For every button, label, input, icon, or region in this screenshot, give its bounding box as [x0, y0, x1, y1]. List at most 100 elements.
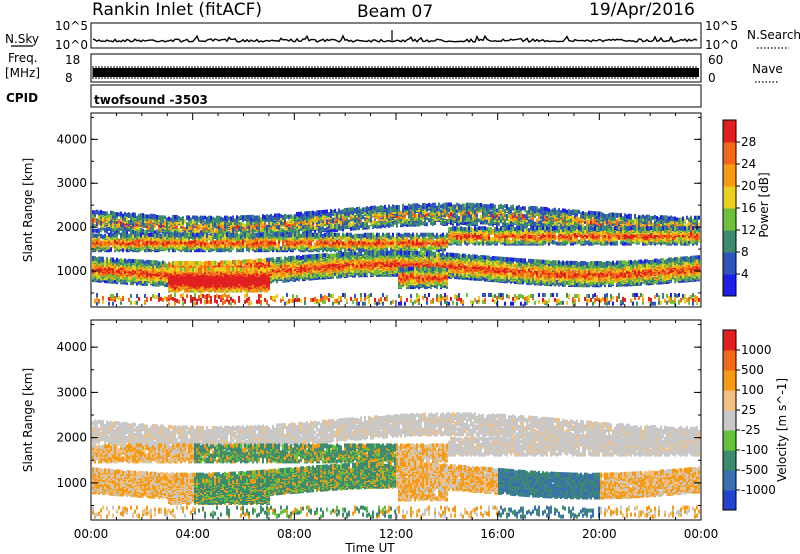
- scatter-cell: [102, 296, 104, 300]
- scatter-cell: [118, 230, 120, 234]
- scatter-cell: [102, 300, 104, 304]
- scatter-cell: [136, 233, 138, 237]
- scatter-cell: [142, 235, 144, 239]
- freq-bottom-tick: 8: [65, 71, 73, 85]
- scatter-cell: [138, 281, 140, 285]
- cpid-label: CPID: [6, 91, 38, 105]
- scatter-cell: [130, 233, 132, 237]
- scatter-cell: [118, 259, 120, 263]
- scatter-cell: [122, 233, 124, 237]
- scatter-cell: [106, 235, 108, 239]
- scatter-cell: [128, 212, 130, 216]
- scatter-cell: [144, 214, 146, 218]
- scatter-cell: [112, 302, 114, 306]
- scatter-cell: [100, 241, 102, 245]
- scatter-cell: [136, 294, 138, 298]
- scatter-cell: [122, 296, 124, 300]
- scatter-cell: [94, 210, 96, 214]
- scatter-cell: [116, 212, 118, 216]
- scatter-cell: [102, 224, 104, 228]
- scatter-cell: [140, 260, 142, 264]
- scatter-cell: [94, 256, 96, 260]
- frequency-trace: [93, 66, 699, 79]
- scatter-cell: [136, 216, 138, 220]
- scatter-cell: [108, 259, 110, 263]
- scatter-cell: [134, 301, 136, 305]
- scatter-cell: [122, 244, 124, 248]
- scatter-cell: [128, 234, 130, 238]
- scatter-cell: [92, 244, 94, 248]
- scatter-cell: [114, 212, 116, 216]
- scatter-cell: [94, 299, 96, 303]
- scatter-cell: [132, 235, 134, 239]
- scatter-cell: [112, 211, 114, 215]
- scatter-cell: [146, 214, 148, 218]
- scatter-cell: [120, 221, 122, 225]
- scatter-cell: [132, 276, 134, 280]
- scatter-cell: [144, 294, 146, 298]
- scatter-cell: [142, 229, 144, 233]
- scatter-cell: [102, 211, 104, 215]
- scatter-cell: [134, 247, 136, 251]
- scatter-cell: [110, 211, 112, 215]
- scatter-cell: [96, 257, 98, 261]
- scatter-cell: [118, 212, 120, 216]
- date-label: 19/Apr/2016: [589, 0, 695, 20]
- scatter-cell: [142, 260, 144, 264]
- scatter-cell: [96, 218, 98, 222]
- nsearch-label: N.Search: [747, 28, 800, 42]
- scatter-cell: [118, 296, 120, 300]
- scatter-cell: [108, 233, 110, 237]
- scatter-cell: [98, 233, 100, 237]
- scatter-cell: [96, 272, 98, 276]
- power-panel: 1000200030004000 Slant Range [km] 481216…: [21, 113, 771, 307]
- radar-figure: Rankin Inlet (fitACF) Beam 07 19/Apr/201…: [0, 0, 800, 554]
- scatter-cell: [116, 233, 118, 237]
- scatter-cell: [132, 259, 134, 263]
- scatter-cell: [112, 294, 114, 298]
- scatter-cell: [122, 214, 124, 218]
- scatter-cell: [96, 297, 98, 301]
- scatter-cell: [144, 261, 146, 265]
- scatter-cell: [138, 233, 140, 237]
- scatter-cell: [112, 233, 114, 237]
- scatter-cell: [96, 210, 98, 214]
- cpid-value: twofsound -3503: [94, 93, 208, 107]
- scatter-cell: [118, 245, 120, 249]
- scatter-cell: [112, 241, 114, 245]
- scatter-cell: [120, 258, 122, 262]
- scatter-cell: [134, 259, 136, 263]
- power-scatter: [92, 203, 700, 306]
- scatter-cell: [130, 239, 132, 243]
- scatter-cell: [108, 227, 110, 231]
- scatter-cell: [98, 299, 100, 303]
- scatter-cell: [124, 235, 126, 239]
- scatter-cell: [114, 274, 116, 278]
- beam-label: Beam 07: [357, 2, 433, 22]
- freq-label: Freq.: [8, 51, 38, 65]
- scatter-cell: [124, 212, 126, 216]
- scatter-cell: [116, 293, 118, 297]
- nave-label: Nave: [752, 62, 783, 76]
- scatter-cell: [138, 259, 140, 263]
- scatter-cell: [112, 258, 114, 262]
- scatter-cell: [140, 243, 142, 247]
- scatter-cell: [126, 277, 128, 281]
- scatter-cell: [124, 258, 126, 262]
- scatter-cell: [96, 229, 98, 233]
- scatter-cell: [118, 239, 120, 243]
- scatter-cell: [110, 228, 112, 232]
- scatter-cell: [108, 302, 110, 306]
- scatter-cell: [134, 234, 136, 238]
- scatter-cell: [102, 235, 104, 239]
- freq-unit-label: [MHz]: [5, 66, 40, 80]
- scatter-cell: [106, 257, 108, 261]
- scatter-cell: [108, 214, 110, 218]
- scatter-cell: [98, 228, 100, 232]
- scatter-cell: [134, 213, 136, 217]
- nsky-label: N.Sky: [5, 32, 39, 46]
- scatter-cell: [96, 302, 98, 306]
- scatter-cell: [100, 234, 102, 238]
- nsky-top-tick: 10^5: [55, 19, 88, 33]
- scatter-cell: [114, 296, 116, 300]
